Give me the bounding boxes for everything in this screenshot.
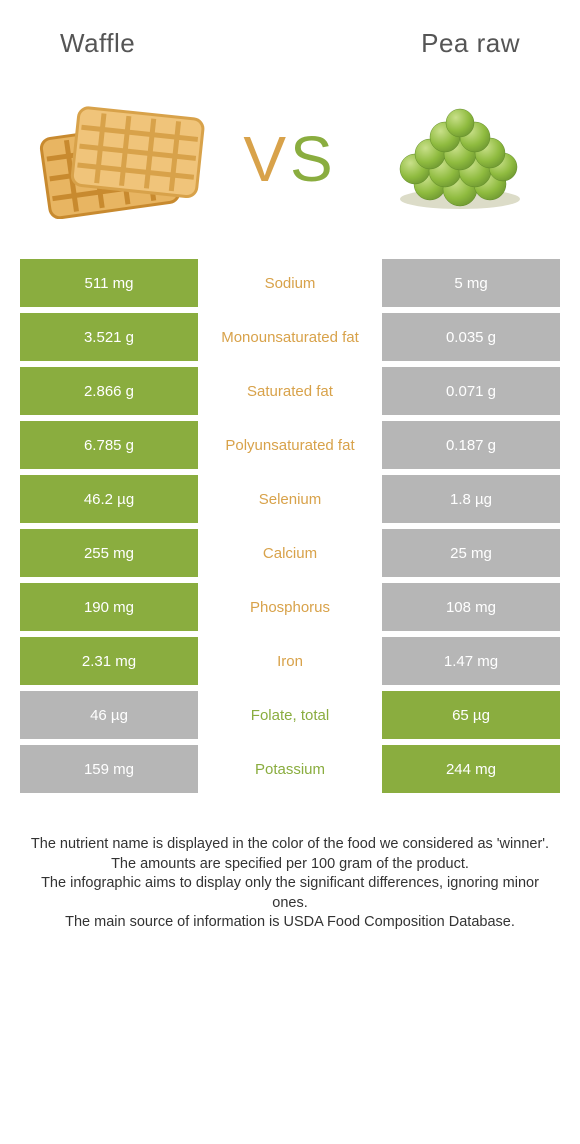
value-right: 5 mg [382,259,560,307]
value-left: 2.866 g [20,367,198,415]
nutrient-label: Iron [198,637,382,685]
footer-line: The infographic aims to display only the… [26,874,554,913]
nutrient-label: Selenium [198,475,382,523]
footer-line: The nutrient name is displayed in the co… [26,835,554,855]
nutrient-label: Phosphorus [198,583,382,631]
value-right: 0.071 g [382,367,560,415]
footer-line: The amounts are specified per 100 gram o… [26,855,554,875]
hero-row: VS [0,69,580,259]
table-row: 511 mgSodium5 mg [20,259,560,307]
table-row: 46.2 µgSelenium1.8 µg [20,475,560,523]
value-left: 159 mg [20,745,198,793]
value-right: 25 mg [382,529,560,577]
value-left: 6.785 g [20,421,198,469]
table-row: 3.521 gMonounsaturated fat0.035 g [20,313,560,361]
value-left: 255 mg [20,529,198,577]
table-row: 2.866 gSaturated fat0.071 g [20,367,560,415]
value-left: 2.31 mg [20,637,198,685]
table-row: 255 mgCalcium25 mg [20,529,560,577]
value-left: 3.521 g [20,313,198,361]
table-row: 159 mgPotassium244 mg [20,745,560,793]
nutrient-label: Saturated fat [198,367,382,415]
vs-v: V [243,123,290,195]
value-right: 1.8 µg [382,475,560,523]
waffle-image [30,89,210,229]
nutrient-label: Potassium [198,745,382,793]
food-title-left: Waffle [60,28,135,59]
peas-image [370,89,550,229]
vs-s: S [290,123,337,195]
nutrient-label: Sodium [198,259,382,307]
value-right: 0.187 g [382,421,560,469]
value-left: 511 mg [20,259,198,307]
food-title-right: Pea raw [421,28,520,59]
value-right: 65 µg [382,691,560,739]
table-row: 190 mgPhosphorus108 mg [20,583,560,631]
vs-label: VS [243,122,336,196]
nutrient-label: Monounsaturated fat [198,313,382,361]
header: Waffle Pea raw [0,0,580,69]
value-right: 1.47 mg [382,637,560,685]
footer-notes: The nutrient name is displayed in the co… [0,799,580,933]
value-left: 46.2 µg [20,475,198,523]
footer-line: The main source of information is USDA F… [26,913,554,933]
table-row: 6.785 gPolyunsaturated fat0.187 g [20,421,560,469]
nutrient-label: Folate, total [198,691,382,739]
value-left: 190 mg [20,583,198,631]
nutrient-label: Calcium [198,529,382,577]
value-right: 244 mg [382,745,560,793]
table-row: 46 µgFolate, total65 µg [20,691,560,739]
table-row: 2.31 mgIron1.47 mg [20,637,560,685]
nutrient-table: 511 mgSodium5 mg 3.521 gMonounsaturated f… [0,259,580,793]
value-right: 108 mg [382,583,560,631]
value-left: 46 µg [20,691,198,739]
value-right: 0.035 g [382,313,560,361]
nutrient-label: Polyunsaturated fat [198,421,382,469]
